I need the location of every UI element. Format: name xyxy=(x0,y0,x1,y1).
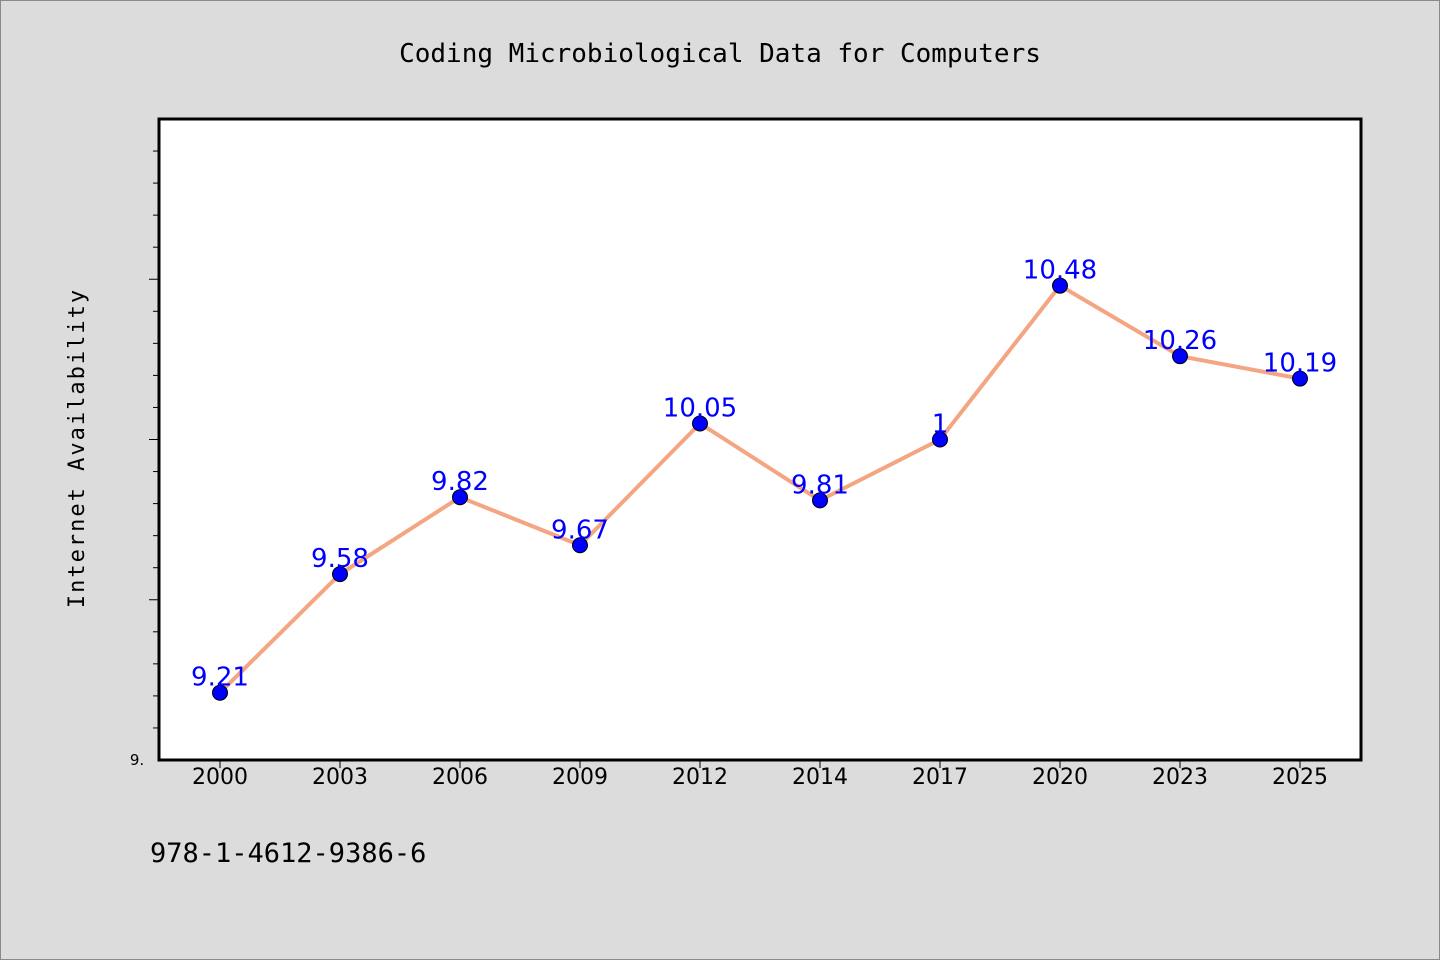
data-point-label: 9.21 xyxy=(191,663,249,693)
series-line-group xyxy=(218,283,1302,695)
x-axis-ticks: 2000 2003 2006 2009 2012 2014 2017 2020 2023 2025 xyxy=(192,760,1328,790)
data-point-label: 10.05 xyxy=(663,393,737,423)
data-point-label: 1 xyxy=(932,410,949,440)
y-axis-ticks: 9. xyxy=(130,150,159,769)
data-point-label: 9.81 xyxy=(791,470,849,500)
x-tick-label: 2020 xyxy=(1032,765,1088,790)
data-point-marker xyxy=(1172,348,1188,365)
y-axis-label: Internet Availability xyxy=(65,288,90,608)
data-point-marker xyxy=(1052,277,1068,294)
data-point-label: 9.67 xyxy=(551,515,609,545)
x-tick-label: 2025 xyxy=(1272,765,1328,790)
x-tick-label: 2017 xyxy=(912,765,968,790)
data-point-label: 9.58 xyxy=(311,544,369,574)
data-point-marker xyxy=(332,566,348,583)
data-point-label: 10.26 xyxy=(1143,326,1217,356)
x-tick-label: 2006 xyxy=(432,765,488,790)
data-point-marker xyxy=(452,489,468,506)
series-markers-group xyxy=(212,277,1308,701)
data-point-marker xyxy=(572,537,588,554)
y-tick-label: 9. xyxy=(130,751,144,769)
plot-area xyxy=(157,117,1363,762)
data-point-label: 10.48 xyxy=(1023,256,1097,286)
data-point-marker xyxy=(812,492,828,509)
x-tick-label: 2000 xyxy=(192,765,248,790)
data-point-label: 10.19 xyxy=(1263,349,1337,379)
data-point-marker xyxy=(932,431,948,448)
x-tick-label: 2023 xyxy=(1152,765,1208,790)
data-point-label: 9.82 xyxy=(431,467,489,497)
x-tick-label: 2012 xyxy=(672,765,728,790)
x-tick-label: 2014 xyxy=(792,765,848,790)
series-line xyxy=(218,283,1302,695)
isbn-footer: 978-1-4612-9386-6 xyxy=(150,838,426,869)
x-tick-label: 2009 xyxy=(552,765,608,790)
x-tick-label: 2003 xyxy=(312,765,368,790)
data-point-marker xyxy=(212,684,228,701)
data-point-marker xyxy=(1292,370,1308,387)
chart-title: Coding Microbiological Data for Computer… xyxy=(399,39,1041,69)
series-labels-group: 9.21 9.58 9.82 9.67 10.05 9.81 1 10.48 10.26 10.1… xyxy=(191,256,1337,693)
data-point-marker xyxy=(692,415,708,432)
